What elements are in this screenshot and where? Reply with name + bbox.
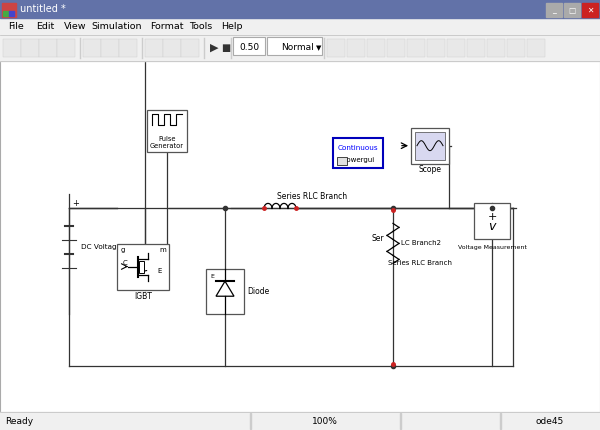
Text: Series RLC Branch: Series RLC Branch xyxy=(277,192,347,201)
Bar xyxy=(467,39,485,57)
Text: Normal: Normal xyxy=(281,43,314,52)
Text: DC Voltage Source: DC Voltage Source xyxy=(81,244,148,250)
Text: Ready: Ready xyxy=(5,417,33,426)
Bar xyxy=(163,39,181,57)
Bar xyxy=(0,0,600,18)
Text: g: g xyxy=(121,246,125,252)
Text: 0.50: 0.50 xyxy=(239,43,259,52)
Bar xyxy=(474,203,510,240)
Bar xyxy=(250,413,251,429)
Text: Pulse
Generator: Pulse Generator xyxy=(150,135,184,149)
Text: File: File xyxy=(8,22,24,31)
Text: untitled *: untitled * xyxy=(20,4,66,14)
Text: ▶: ▶ xyxy=(210,43,218,53)
Text: Ser: Ser xyxy=(371,234,383,243)
Bar xyxy=(582,3,598,17)
Bar xyxy=(347,39,365,57)
Text: C: C xyxy=(123,260,128,265)
Bar xyxy=(83,39,101,57)
Text: E: E xyxy=(210,274,214,279)
Bar xyxy=(500,413,501,429)
Bar xyxy=(267,37,322,55)
Text: IGBT: IGBT xyxy=(134,292,152,301)
Bar xyxy=(2,3,16,17)
Bar xyxy=(411,128,449,164)
Bar xyxy=(0,18,600,35)
Bar xyxy=(206,269,244,314)
Bar xyxy=(117,243,169,289)
Text: E: E xyxy=(157,267,161,273)
Text: ■: ■ xyxy=(221,43,230,53)
Text: ode45: ode45 xyxy=(536,417,564,426)
Text: +: + xyxy=(72,199,79,208)
Bar xyxy=(0,412,600,430)
Bar xyxy=(145,39,163,57)
Bar xyxy=(407,39,425,57)
Bar xyxy=(9,11,14,16)
Bar xyxy=(400,413,401,429)
Text: 100%: 100% xyxy=(312,417,338,426)
Bar xyxy=(21,39,39,57)
Text: Help: Help xyxy=(221,22,243,31)
Bar xyxy=(139,261,143,273)
Text: □: □ xyxy=(568,6,575,15)
Bar xyxy=(0,61,600,412)
Text: Voltage Measurement: Voltage Measurement xyxy=(458,245,526,250)
Text: LC Branch2: LC Branch2 xyxy=(401,240,441,246)
Bar xyxy=(507,39,525,57)
Bar xyxy=(0,61,600,412)
Bar xyxy=(387,39,405,57)
Bar xyxy=(487,39,505,57)
Bar xyxy=(181,39,199,57)
Bar xyxy=(147,110,187,152)
Bar xyxy=(527,39,545,57)
Bar xyxy=(564,3,580,17)
Bar xyxy=(39,39,57,57)
Text: Edit: Edit xyxy=(36,22,54,31)
Text: Tools: Tools xyxy=(188,22,212,31)
Text: Series RLC Branch: Series RLC Branch xyxy=(388,261,452,267)
Bar xyxy=(337,157,347,165)
Bar xyxy=(0,35,600,61)
Bar xyxy=(427,39,445,57)
Bar xyxy=(327,39,345,57)
Bar xyxy=(233,37,265,55)
Text: Scope: Scope xyxy=(419,165,442,174)
Text: Simulation: Simulation xyxy=(91,22,142,31)
Text: View: View xyxy=(64,22,86,31)
Text: ✕: ✕ xyxy=(587,6,593,15)
Text: +: + xyxy=(487,212,497,222)
Text: Format: Format xyxy=(151,22,184,31)
Text: v: v xyxy=(488,220,496,233)
Bar xyxy=(119,39,137,57)
Bar xyxy=(546,3,562,17)
Bar xyxy=(101,39,119,57)
Bar xyxy=(3,39,21,57)
Bar xyxy=(367,39,385,57)
Text: powergui: powergui xyxy=(342,157,374,163)
Text: Diode: Diode xyxy=(247,287,269,296)
Bar xyxy=(3,11,8,16)
Bar xyxy=(447,39,465,57)
Text: ▼: ▼ xyxy=(316,45,322,51)
Text: m: m xyxy=(159,246,166,252)
Bar xyxy=(415,132,445,160)
Bar xyxy=(57,39,75,57)
Text: _: _ xyxy=(552,6,556,15)
Text: Continuous: Continuous xyxy=(338,145,379,151)
Bar xyxy=(333,138,383,168)
